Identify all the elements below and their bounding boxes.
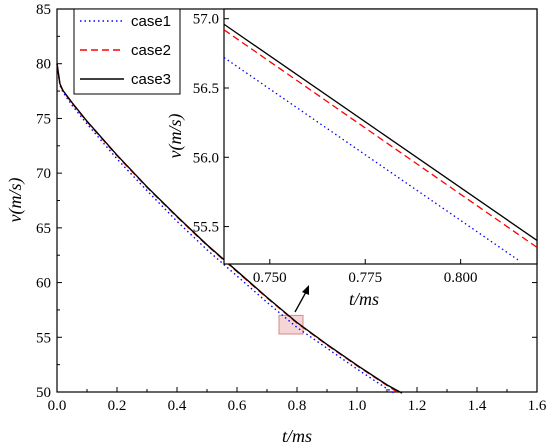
inset-y-axis-title: v(m/s): [165, 114, 186, 159]
series-line-case1: [56, 63, 397, 395]
series-line-case3: [56, 63, 403, 394]
legend: case1 case2 case3: [73, 8, 181, 95]
zoom-arrow: [294, 291, 307, 313]
inset-series-line-case2: [223, 29, 538, 248]
legend-label-case1: case1: [131, 13, 171, 30]
inset-series-line-case1: [223, 56, 519, 261]
x-tick-label: 0.6: [228, 398, 247, 414]
x-tick-label: 0.0: [48, 398, 67, 414]
y-tick-label: 80: [36, 57, 51, 73]
zoom-highlight-box: [278, 314, 304, 335]
legend-box: [73, 8, 181, 95]
highlight-rect: [278, 314, 304, 335]
y-tick-label: 70: [36, 166, 51, 182]
inset-y-tick-label: 57.0: [193, 12, 219, 28]
x-tick-label: 1.6: [528, 398, 547, 414]
legend-label-case2: case2: [131, 42, 171, 59]
x-tick-label: 0.2: [108, 398, 127, 414]
legend-label-case3: case3: [131, 71, 171, 88]
y-tick-label: 85: [36, 2, 51, 18]
inset-x-tick-label: 0.775: [348, 270, 382, 286]
inset-x-axis-title: t/ms: [349, 289, 379, 309]
y-tick-label: 50: [36, 385, 51, 401]
inset-series: [223, 23, 538, 261]
x-axis-title: t/ms: [282, 426, 312, 446]
x-tick-label: 0.8: [288, 398, 307, 414]
inset-plot-area: [223, 8, 538, 265]
inset-axes: 0.750 0.775 0.800 55.5 56.0 56.5 57.0: [193, 12, 478, 286]
y-tick-label: 60: [36, 276, 51, 292]
zoom-arrow-head: [302, 285, 309, 295]
inset-x-tick-label: 0.750: [253, 270, 287, 286]
x-tick-label: 1.2: [408, 398, 427, 414]
y-tick-label: 75: [36, 111, 51, 127]
inset-y-tick-label: 56.5: [193, 81, 219, 97]
inset-series-line-case3: [223, 23, 538, 241]
main-axes: 0.0 0.2 0.4 0.6 0.8 1.0 1.2 1.4 1.6 50 55 60 65 70 75 8…: [36, 2, 547, 414]
x-tick-label: 1.4: [468, 398, 487, 414]
inset-y-tick-label: 55.5: [193, 220, 219, 236]
inset-x-tick-label: 0.800: [444, 270, 478, 286]
y-axis-title: v(m/s): [5, 178, 26, 223]
y-tick-label: 65: [36, 221, 51, 237]
main-series: [56, 63, 403, 395]
x-tick-label: 0.4: [168, 398, 187, 414]
inset-y-tick-label: 56.0: [193, 150, 219, 166]
x-tick-label: 1.0: [348, 398, 367, 414]
y-tick-label: 55: [36, 330, 51, 346]
